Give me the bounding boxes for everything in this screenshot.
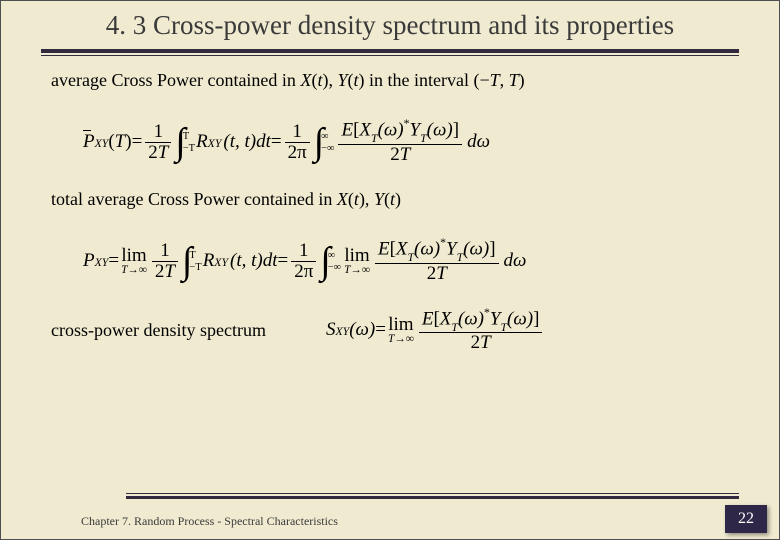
title-area: 4. 3 Cross-power density spectrum and it…	[1, 1, 779, 56]
integral-T: ∫ T−T	[175, 129, 195, 156]
integral-inf: ∫ ∞−∞	[314, 129, 335, 156]
avg-cross-power-text: average Cross Power contained in X(t), Y…	[51, 70, 734, 92]
content-area: average Cross Power contained in X(t), Y…	[1, 56, 779, 539]
frac-1-over-2pi: 1 2π	[285, 122, 310, 163]
frac-expectation: E[XT(ω)*YT(ω)] 2T	[338, 119, 462, 164]
cross-power-density-label: cross-power density spectrum	[51, 320, 266, 342]
footer-rule	[126, 493, 739, 499]
equation-total-avg-cross-power: PXY = lim T→∞ 1 2T ∫ T−T RXY (t, t)dt = …	[83, 238, 734, 283]
footer: Chapter 7. Random Process - Spectral Cha…	[1, 493, 779, 539]
slide: 4. 3 Cross-power density spectrum and it…	[1, 1, 779, 539]
total-avg-cross-power-text: total average Cross Power contained in X…	[51, 189, 734, 211]
cross-power-density-row: cross-power density spectrum SXY(ω) = li…	[51, 308, 734, 353]
line1-prefix: average Cross Power contained in	[51, 70, 300, 90]
page-number: 22	[725, 505, 767, 533]
slide-title: 4. 3 Cross-power density spectrum and it…	[41, 9, 739, 43]
limit: lim T→∞	[121, 246, 147, 276]
equation-spectrum: SXY(ω) = lim T→∞ E[XT(ω)*YT(ω)] 2T	[326, 308, 545, 353]
equation-avg-cross-power: PXY (T) = 1 2T ∫ T−T RXY (t, t)dt = 1 2π…	[83, 119, 734, 164]
footer-chapter: Chapter 7. Random Process - Spectral Cha…	[81, 514, 338, 529]
frac-1-over-2T: 1 2T	[145, 122, 171, 163]
title-underline	[41, 49, 739, 56]
